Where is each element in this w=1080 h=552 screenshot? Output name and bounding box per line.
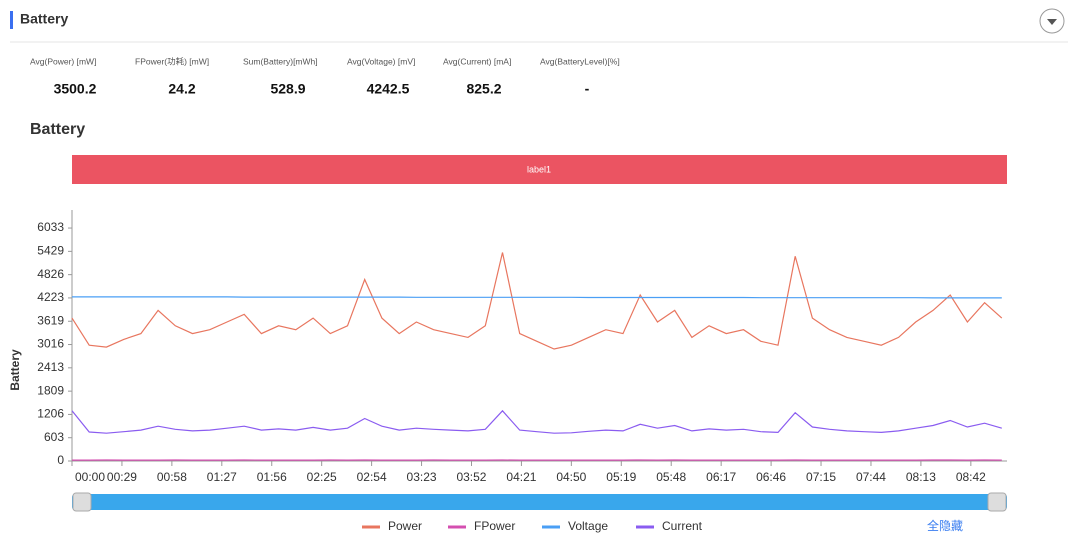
legend-label[interactable]: Power bbox=[388, 519, 422, 533]
x-tick-label: 07:15 bbox=[806, 470, 836, 484]
y-tick-label: 3016 bbox=[37, 337, 64, 351]
y-tick-label: 6033 bbox=[37, 220, 64, 234]
stat-label: Avg(Voltage) [mV] bbox=[347, 56, 415, 66]
x-tick-label: 02:25 bbox=[307, 470, 337, 484]
header-title: Battery bbox=[20, 11, 68, 27]
y-tick-label: 4223 bbox=[37, 290, 64, 304]
x-tick-label: 04:50 bbox=[556, 470, 586, 484]
x-tick-label: 07:44 bbox=[856, 470, 886, 484]
y-tick-label: 1809 bbox=[37, 383, 64, 397]
slider-handle-right[interactable] bbox=[988, 493, 1006, 511]
x-tick-label: 03:23 bbox=[407, 470, 437, 484]
stat-value: 24.2 bbox=[168, 81, 195, 97]
legend-label[interactable]: Voltage bbox=[568, 519, 608, 533]
x-tick-label: 08:42 bbox=[956, 470, 986, 484]
series-line bbox=[72, 411, 1002, 433]
y-tick-label: 2413 bbox=[37, 360, 64, 374]
x-tick-label: 06:46 bbox=[756, 470, 786, 484]
x-tick-label: 08:13 bbox=[906, 470, 936, 484]
stat-value: 825.2 bbox=[466, 81, 501, 97]
series-line bbox=[72, 253, 1002, 350]
y-tick-label: 603 bbox=[44, 430, 64, 444]
x-tick-label: 00:58 bbox=[157, 470, 187, 484]
x-tick-label: 05:19 bbox=[606, 470, 636, 484]
x-tick-label: 03:52 bbox=[456, 470, 486, 484]
y-tick-label: 5429 bbox=[37, 244, 64, 258]
y-tick-label: 4826 bbox=[37, 267, 64, 281]
chart-title: Battery bbox=[30, 121, 85, 138]
x-tick-label: 01:27 bbox=[207, 470, 237, 484]
x-tick-label: 05:48 bbox=[656, 470, 686, 484]
stat-value: 528.9 bbox=[270, 81, 305, 97]
y-tick-label: 3619 bbox=[37, 313, 64, 327]
x-tick-label: 06:17 bbox=[706, 470, 736, 484]
x-tick-label: 02:54 bbox=[357, 470, 387, 484]
x-tick-label: 01:56 bbox=[257, 470, 287, 484]
y-tick-label: 0 bbox=[57, 453, 64, 467]
label-band-text: label1 bbox=[527, 164, 551, 174]
stat-label: Sum(Battery)[mWh] bbox=[243, 56, 318, 66]
y-tick-label: 1206 bbox=[37, 407, 64, 421]
stat-value: 3500.2 bbox=[54, 81, 97, 97]
hide-all-button[interactable]: 全隐藏 bbox=[927, 518, 963, 533]
stat-label: FPower(功耗) [mW] bbox=[135, 56, 209, 66]
stat-label: Avg(Power) [mW] bbox=[30, 56, 96, 66]
slider-handle-left[interactable] bbox=[73, 493, 91, 511]
zoom-slider[interactable] bbox=[72, 494, 1007, 510]
series-line bbox=[72, 297, 1002, 298]
legend-label[interactable]: Current bbox=[662, 519, 703, 533]
y-axis-label: Battery bbox=[8, 349, 22, 391]
x-tick-label: 00:00 bbox=[75, 470, 105, 484]
x-tick-label: 04:21 bbox=[506, 470, 536, 484]
stat-value: - bbox=[585, 81, 590, 97]
header-accent bbox=[10, 11, 13, 29]
legend-label[interactable]: FPower bbox=[474, 519, 515, 533]
stat-label: Avg(BatteryLevel)[%] bbox=[540, 56, 620, 66]
x-tick-label: 00:29 bbox=[107, 470, 137, 484]
stat-value: 4242.5 bbox=[367, 81, 410, 97]
stat-label: Avg(Current) [mA] bbox=[443, 56, 511, 66]
